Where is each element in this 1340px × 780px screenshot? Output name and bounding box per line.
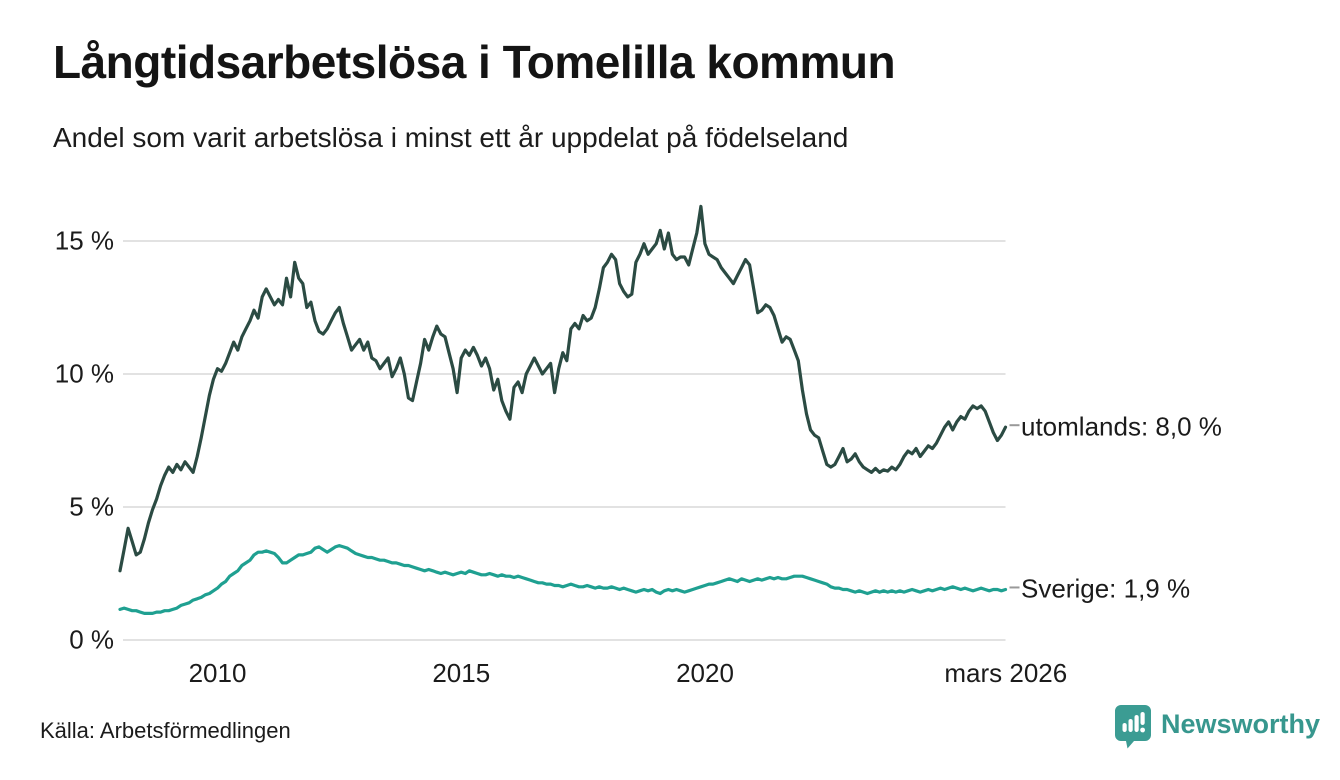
- chart-title: Långtidsarbetslösa i Tomelilla kommun: [53, 36, 896, 88]
- brand-name: Newsworthy: [1161, 709, 1321, 739]
- logo-bar-chart-glyph: [1122, 712, 1145, 733]
- y-tick-label: 10 %: [54, 358, 114, 389]
- chart-subtitle: Andel som varit arbetslösa i minst ett å…: [53, 122, 849, 153]
- y-tick-label: 15 %: [54, 225, 114, 256]
- newsworthy-speech-bubble-icon: [1114, 704, 1152, 749]
- y-tick-label: 0 %: [69, 624, 114, 655]
- y-tick-label: 5 %: [69, 491, 114, 522]
- x-tick-label: 2020: [676, 658, 734, 688]
- series-label-sverige: Sverige: 1,9 %: [1021, 573, 1191, 604]
- brand-logo: Newsworthy: [1114, 704, 1320, 749]
- line-Sverige: [118, 544, 1008, 615]
- x-tick-label: mars 2026: [944, 658, 1068, 688]
- line-utomlands: [118, 204, 1008, 573]
- series-label-utomlands: utomlands: 8,0 %: [1021, 411, 1222, 442]
- x-tick-label: 2015: [432, 658, 491, 688]
- source-note: Källa: Arbetsförmedlingen: [40, 718, 291, 743]
- x-tick-label: 2010: [188, 658, 247, 688]
